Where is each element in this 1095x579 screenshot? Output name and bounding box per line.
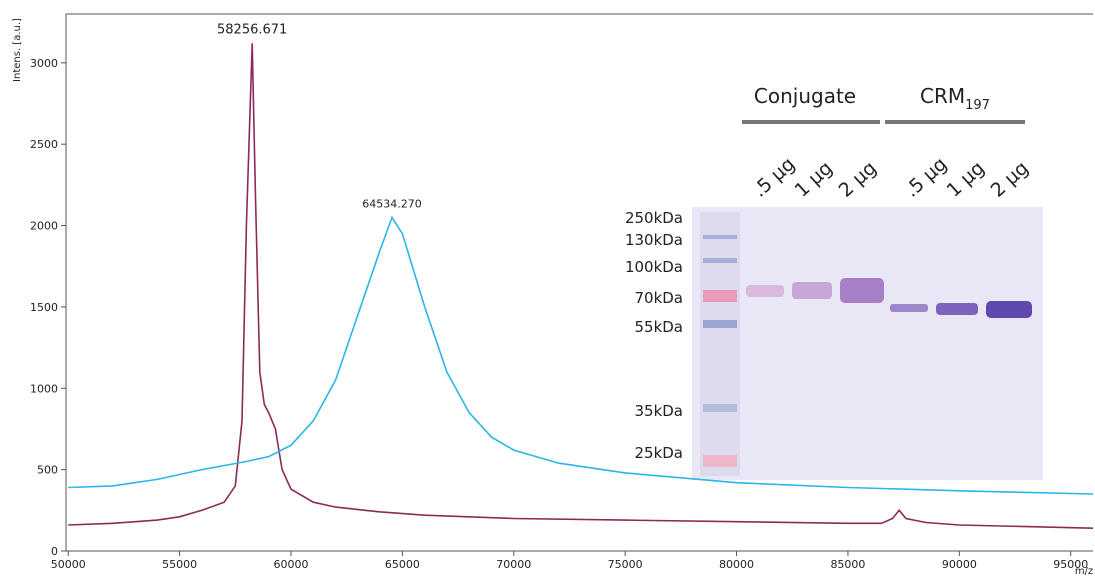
ladder-band bbox=[703, 320, 737, 328]
gel-band bbox=[890, 304, 928, 312]
group-label: CRM197 bbox=[920, 84, 990, 113]
gel-band bbox=[840, 278, 884, 303]
y-tick-label: 1000 bbox=[30, 382, 58, 395]
spectrum-line bbox=[68, 215, 1094, 495]
x-tick-label: 80000 bbox=[719, 558, 754, 571]
gel-band bbox=[986, 301, 1032, 318]
x-tick-label: 75000 bbox=[608, 558, 643, 571]
marker-label: 250kDa bbox=[625, 209, 683, 227]
y-tick-label: 500 bbox=[37, 464, 58, 477]
x-tick-label: 70000 bbox=[496, 558, 531, 571]
marker-label: 70kDa bbox=[634, 289, 683, 307]
x-tick-label: 90000 bbox=[942, 558, 977, 571]
peak-label: 58256.671 bbox=[217, 22, 287, 37]
gel-inset: Conjugate CRM197 .5 µg1 µg2 µg .5 µg1 µg2… bbox=[68, 43, 1094, 529]
x-tick-label: 55000 bbox=[162, 558, 197, 571]
y-tick-label: 0 bbox=[51, 545, 58, 558]
marker-label: 55kDa bbox=[634, 318, 683, 336]
lane-label: 2 µg bbox=[987, 157, 1033, 202]
y-tick-label: 2000 bbox=[30, 220, 58, 233]
x-tick-label: 50000 bbox=[51, 558, 86, 571]
lane-label: 2 µg bbox=[835, 157, 881, 202]
ladder-band bbox=[703, 258, 737, 263]
gel-band bbox=[936, 303, 978, 315]
group-label-subscript: 197 bbox=[965, 98, 990, 113]
y-axis-label: Intens. [a.u.] bbox=[12, 18, 23, 82]
y-tick-label: 1500 bbox=[30, 301, 58, 314]
lane-label: .5 µg bbox=[901, 153, 952, 202]
x-axis-label: m/z bbox=[1075, 566, 1093, 577]
ladder-band bbox=[703, 235, 737, 239]
ladder-band bbox=[703, 455, 737, 467]
lane-label: 1 µg bbox=[943, 157, 989, 202]
lane-label: 1 µg bbox=[791, 157, 837, 202]
ladder-band bbox=[703, 290, 737, 302]
ladder-band bbox=[703, 404, 737, 412]
marker-label: 130kDa bbox=[625, 231, 683, 249]
gel-image bbox=[692, 207, 1043, 480]
y-tick-label: 2500 bbox=[30, 138, 58, 151]
x-tick-label: 95000 bbox=[1053, 558, 1088, 571]
x-tick-label: 65000 bbox=[385, 558, 420, 571]
group-label: Conjugate bbox=[754, 84, 856, 108]
x-tick-label: 60000 bbox=[274, 558, 309, 571]
lane-label: .5 µg bbox=[749, 153, 800, 202]
peak-label: 64534.270 bbox=[362, 197, 422, 210]
y-tick-label: 3000 bbox=[30, 57, 58, 70]
spectrum-line bbox=[68, 43, 1094, 529]
marker-label: 35kDa bbox=[634, 402, 683, 420]
marker-label: 25kDa bbox=[634, 444, 683, 462]
gel-band bbox=[746, 285, 784, 297]
gel-band bbox=[792, 282, 832, 299]
x-tick-label: 85000 bbox=[830, 558, 865, 571]
marker-label: 100kDa bbox=[625, 258, 683, 276]
ladder-lane bbox=[700, 212, 740, 476]
group-label-main: CRM bbox=[920, 84, 965, 108]
